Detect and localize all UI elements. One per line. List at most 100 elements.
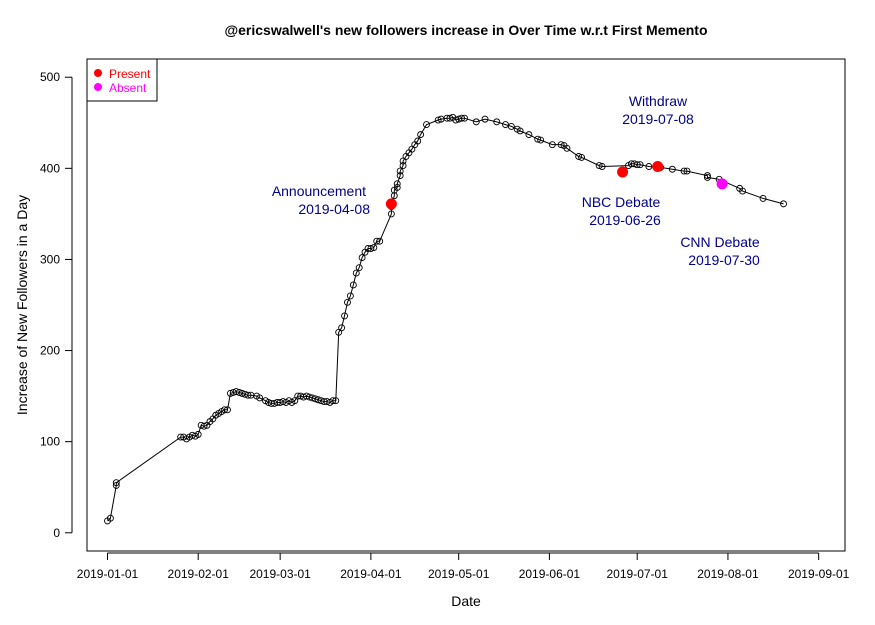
data-point	[739, 187, 747, 195]
data-point	[332, 397, 340, 405]
data-point	[636, 161, 644, 169]
data-point	[493, 118, 501, 126]
highlight-layer	[385, 161, 728, 210]
highlight-point-present	[652, 161, 664, 173]
data-point	[396, 167, 404, 175]
y-tick-label: 0	[53, 526, 60, 540]
annotation-announcement-date: 2019-04-08	[298, 201, 370, 217]
data-point	[349, 281, 357, 289]
data-point	[341, 312, 348, 320]
data-point	[224, 406, 231, 414]
chart-title: @ericswalwell's new followers increase i…	[224, 22, 707, 38]
data-point	[423, 121, 430, 129]
data-point	[668, 165, 676, 173]
data-point	[358, 254, 366, 262]
data-point	[387, 210, 395, 218]
annotation-cnn-debate-date: 2019-07-30	[688, 252, 760, 268]
data-point	[399, 162, 407, 170]
annotation-withdraw-date: 2019-07-08	[622, 111, 694, 127]
series-line	[107, 116, 784, 522]
data-point	[481, 115, 489, 123]
data-point	[346, 292, 354, 300]
data-point	[461, 114, 468, 122]
data-point	[759, 194, 767, 202]
y-tick-label: 400	[40, 161, 60, 175]
data-point	[355, 264, 363, 272]
annotation-nbc-debate-label: NBC Debate	[582, 194, 661, 210]
x-tick-label: 2019-06-01	[519, 567, 581, 581]
data-point	[417, 131, 425, 139]
data-point	[393, 184, 401, 191]
annotation-announcement-label: Announcement	[272, 183, 366, 199]
data-point	[575, 153, 583, 160]
x-tick-label: 2019-02-01	[168, 567, 230, 581]
data-point	[537, 136, 545, 144]
data-point	[352, 269, 360, 277]
data-point	[376, 237, 384, 245]
x-tick-label: 2019-01-01	[77, 567, 139, 581]
data-point	[578, 153, 586, 161]
annotation-cnn-debate: CNN Debate 2019-07-30	[680, 234, 760, 268]
data-point	[703, 172, 711, 180]
y-tick-label: 100	[40, 435, 60, 449]
data-point	[112, 479, 120, 487]
data-point	[244, 391, 252, 399]
data-point	[256, 394, 264, 402]
plot-frame	[86, 58, 846, 552]
data-point	[338, 324, 346, 332]
data-point	[525, 131, 533, 139]
annotation-nbc-debate-date: 2019-06-26	[589, 212, 661, 228]
data-point	[373, 237, 381, 245]
x-tick-label: 2019-05-01	[428, 567, 490, 581]
annotation-nbc-debate: NBC Debate 2019-06-26	[582, 194, 661, 228]
y-tick-label: 500	[40, 70, 60, 84]
data-point	[595, 162, 603, 170]
y-tick-label: 300	[40, 252, 60, 266]
legend: Present Absent	[86, 58, 158, 102]
data-point	[106, 514, 114, 522]
y-axis-title: Increase of New Followers in a Day	[14, 195, 30, 415]
highlight-point-present	[385, 198, 397, 210]
data-point	[703, 173, 711, 181]
annotation-cnn-debate-label: CNN Debate	[680, 234, 760, 250]
data-point	[683, 167, 691, 175]
x-tick-label: 2019-09-01	[788, 567, 850, 581]
data-point	[633, 161, 641, 169]
legend-label-present: Present	[109, 67, 151, 81]
data-point	[370, 244, 378, 252]
data-point	[367, 245, 375, 252]
highlight-point-present	[617, 166, 629, 178]
data-point	[680, 167, 688, 175]
data-point	[221, 406, 229, 414]
legend-marker-present	[94, 69, 102, 77]
data-point	[344, 298, 351, 306]
x-tick-label: 2019-03-01	[249, 567, 311, 581]
x-tick-label: 2019-07-01	[607, 567, 669, 581]
x-axis-title: Date	[451, 593, 481, 609]
data-point	[414, 137, 422, 145]
x-tick-label: 2019-08-01	[697, 567, 759, 581]
data-point	[434, 116, 442, 124]
data-point	[516, 127, 524, 135]
data-point	[507, 122, 515, 130]
data-point	[329, 397, 337, 405]
data-point	[563, 144, 571, 152]
data-point	[458, 114, 466, 122]
data-point	[393, 180, 401, 188]
data-point	[534, 135, 542, 143]
data-point	[200, 422, 208, 430]
series-layer	[104, 113, 787, 525]
legend-box	[86, 58, 158, 102]
legend-label-absent: Absent	[109, 81, 147, 95]
data-point	[396, 172, 404, 180]
data-point	[472, 118, 480, 126]
data-point	[780, 200, 787, 208]
data-point	[390, 192, 398, 200]
legend-marker-absent	[94, 83, 102, 91]
highlight-point-absent	[716, 178, 728, 190]
annotation-announcement: Announcement 2019-04-08	[272, 183, 370, 217]
data-point	[548, 141, 556, 149]
y-axis: 0 100 200 300 400 500	[40, 70, 73, 540]
